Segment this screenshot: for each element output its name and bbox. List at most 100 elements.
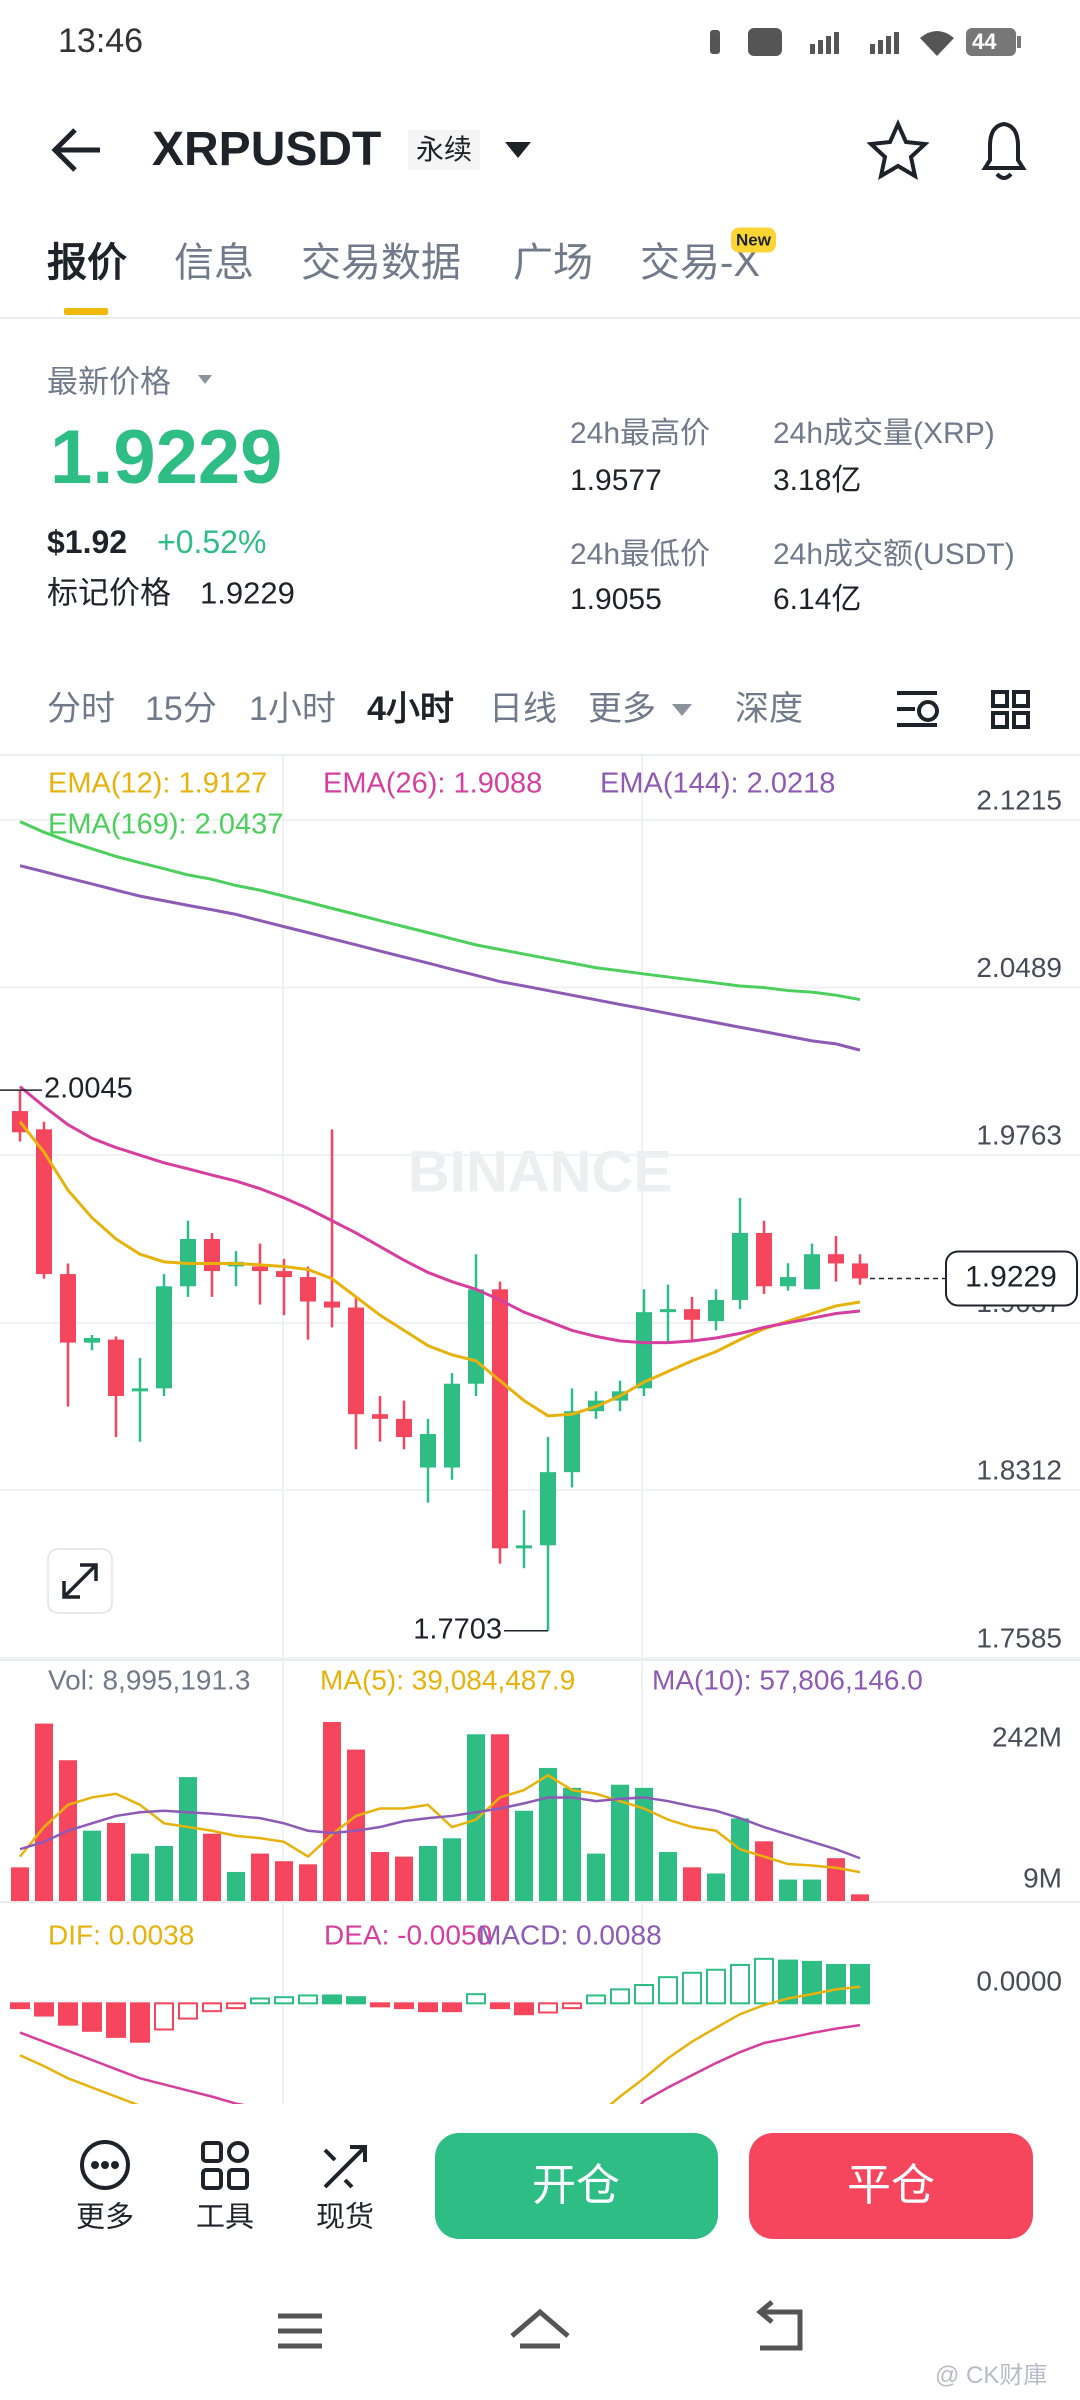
volume-bar [323,1722,341,1901]
expand-icon[interactable] [47,1548,113,1614]
open-label[interactable]: 开仓 [532,2161,620,2210]
stat-label: 24h最低价 [570,538,711,571]
ema-lines [18,820,861,1418]
close-button[interactable] [749,2133,1033,2239]
stat-value: 3.18亿 [773,464,862,497]
macd-line [19,2023,861,2104]
volume-bar [395,1856,413,1901]
volume-bar [491,1734,509,1901]
volume-bar [275,1861,293,1901]
candle-body [372,1414,388,1419]
legend-entry: EMA(169): 2.0437 [48,809,283,841]
legend-entry: DEA: -0.0050 [324,1919,492,1950]
dropdown-icon[interactable] [505,142,531,158]
interval[interactable]: 4小时 [367,690,454,728]
volume-bar [347,1749,365,1901]
open-button[interactable] [435,2133,718,2239]
tab[interactable]: 交易数据 [301,241,461,285]
legend-entry: MA(5): 39,084,487.9 [320,1664,575,1695]
macd-bar [778,1959,798,2005]
symbol[interactable]: XRPUSDT [152,123,382,176]
toolbar-label[interactable]: 工具 [195,2201,255,2234]
candle-body [108,1339,124,1396]
macd-bar [826,1963,846,2005]
macd-bar [250,1997,270,2005]
legend-entry: EMA(144): 2.0218 [600,768,835,800]
new-badge: New [731,227,776,253]
candle-body [132,1388,148,1392]
macd-bar [634,1984,654,2005]
volume-bar [83,1830,101,1901]
star-icon[interactable] [866,119,930,181]
volume-legend: Vol: 8,995,191.3 [48,1664,250,1695]
last-price: 1.9229 [50,415,283,500]
candle-body [468,1289,484,1384]
macd-bar [322,1994,342,2005]
stat-label: 24h最高价 [570,417,711,450]
macd-bar [370,2002,390,2008]
status-time: 13:46 [58,22,144,60]
candle-body [276,1271,292,1278]
usd-price: $1.92 [47,524,128,560]
macd-bar [682,1971,702,2005]
candle-body [444,1383,460,1468]
toolbar-label[interactable]: 现货 [315,2201,375,2234]
macd-line [19,1985,861,2104]
toolbar-label[interactable]: 更多 [75,2201,135,2234]
volume-bar [827,1858,845,1901]
volume-bar [11,1867,29,1901]
macd-bar [538,2002,558,2014]
interval[interactable]: 15分 [145,690,217,728]
last-price-label: 1.9229 [965,1260,1057,1293]
macd-bar [154,2002,174,2031]
macd-bar [82,2002,102,2032]
low-label: 1.7703 [413,1613,502,1645]
macd-bar [226,2002,246,2010]
interval[interactable]: 深度 [735,690,803,728]
candle-body [204,1238,220,1272]
legend-entry: MACD: 0.0088 [478,1919,662,1950]
candle-body [540,1472,556,1546]
high-label: 2.0045 [44,1073,133,1105]
interval[interactable]: 分时 [47,690,115,728]
volume-bar [563,1787,581,1901]
interval[interactable]: 1小时 [249,690,336,728]
tab[interactable]: 广场 [513,241,593,285]
interval[interactable]: 更多 [588,690,656,728]
macd-bar [106,2002,126,2038]
candle-body [756,1232,772,1287]
dropdown-icon[interactable] [672,704,692,716]
macd-bar [34,2002,54,2017]
settings-icon[interactable] [897,691,939,727]
layout-icon[interactable] [991,690,1030,729]
candle-body [396,1418,412,1438]
back-icon[interactable] [51,128,100,172]
ema-line [19,1085,861,1345]
candle-body [564,1411,580,1473]
bell-icon[interactable] [981,121,1027,180]
ma-line [19,1796,861,1860]
macd-bar [58,2002,78,2026]
dropdown-icon [198,375,212,384]
macd-bar [274,1996,294,2005]
macd-bar [562,2002,582,2010]
volume-bar [659,1852,677,1901]
close-label[interactable]: 平仓 [847,2161,935,2210]
candle-body [660,1309,676,1313]
y-tick-label: 2.0489 [976,952,1062,983]
volume-bar [419,1845,437,1901]
nav-bar[interactable] [278,2300,803,2351]
legend-entry: MA(10): 57,806,146.0 [652,1664,923,1695]
candle-body [84,1338,100,1343]
legend-entry: DIF: 0.0038 [48,1919,194,1950]
y-tick-label: 242M [992,1721,1062,1752]
interval[interactable]: 日线 [489,690,557,728]
volume-bar [299,1864,317,1901]
tab[interactable]: 报价 [47,241,127,285]
volume-bar [779,1879,797,1901]
y-tick-label: 9M [1023,1863,1062,1894]
volume-bar [203,1833,221,1901]
tab[interactable]: 信息 [174,241,254,285]
